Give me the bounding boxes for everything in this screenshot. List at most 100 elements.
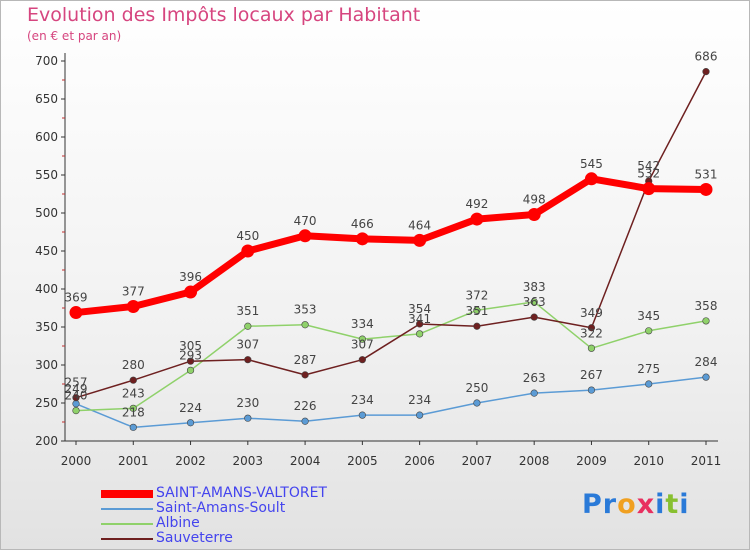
data-point [241, 244, 255, 258]
data-label: 498 [523, 193, 546, 207]
logo-letter: r [602, 489, 618, 520]
legend-label: Saint-Amans-Soult [156, 500, 286, 516]
data-label: 351 [236, 304, 259, 318]
data-label: 466 [351, 217, 374, 231]
data-point [244, 322, 252, 330]
data-point [129, 423, 137, 431]
legend-swatch [101, 523, 153, 525]
data-point [470, 212, 484, 226]
data-point [473, 322, 481, 330]
data-label: 267 [580, 368, 603, 382]
series-line [75, 376, 707, 429]
data-label: 249 [65, 382, 88, 396]
x-tick-label: 2007 [462, 454, 493, 468]
logo-letter: t [665, 489, 680, 520]
data-label: 226 [294, 399, 317, 413]
data-point [416, 411, 424, 419]
data-label: 280 [122, 358, 145, 372]
y-tick-label: 600 [35, 130, 58, 144]
x-tick-label: 2010 [633, 454, 664, 468]
data-label: 686 [695, 50, 718, 64]
data-label: 354 [408, 302, 431, 316]
data-label: 345 [637, 309, 660, 323]
y-tick-label: 500 [35, 206, 58, 220]
data-label: 369 [65, 291, 88, 305]
data-label: 492 [465, 197, 488, 211]
x-tick-label: 2011 [691, 454, 722, 468]
data-label: 243 [122, 386, 145, 400]
data-point [645, 380, 653, 388]
data-point [413, 233, 427, 247]
data-point [355, 232, 369, 246]
data-point [645, 327, 653, 335]
chart-title: Evolution des Impôts locaux par Habitant [27, 4, 421, 26]
data-point [530, 298, 538, 306]
data-point [473, 306, 481, 314]
data-label: 334 [351, 317, 374, 331]
data-point [473, 399, 481, 407]
series-line [75, 175, 707, 317]
data-point [358, 356, 366, 364]
legend-label: Sauveterre [156, 530, 233, 546]
y-tick-label: 650 [35, 92, 58, 106]
data-label: 263 [523, 371, 546, 385]
data-label: 396 [179, 270, 202, 284]
data-label: 450 [236, 229, 259, 243]
data-label: 250 [465, 381, 488, 395]
data-label: 531 [695, 167, 718, 181]
data-label: 383 [523, 280, 546, 294]
data-point [416, 320, 424, 328]
chart-subtitle: (en € et par an) [27, 29, 122, 43]
data-point [587, 344, 596, 352]
data-point [301, 417, 309, 425]
data-point [186, 366, 195, 374]
series-line [75, 71, 707, 399]
x-tick-label: 2005 [347, 454, 378, 468]
data-point [530, 389, 538, 397]
data-point [358, 411, 366, 419]
data-label: 372 [465, 288, 488, 302]
data-label: 234 [351, 393, 374, 407]
data-label: 287 [294, 353, 317, 367]
x-tick-label: 2004 [290, 454, 321, 468]
proxiti-logo: Proxiti [582, 489, 690, 520]
data-label: 218 [122, 405, 145, 419]
data-point [587, 386, 596, 394]
legend-swatch [101, 490, 153, 498]
data-label: 464 [408, 218, 431, 232]
x-tick-label: 2008 [519, 454, 550, 468]
data-label: 293 [179, 348, 202, 362]
logo-letter: P [582, 489, 603, 520]
x-tick-label: 2006 [404, 454, 435, 468]
data-point [184, 285, 198, 299]
data-label: 358 [695, 299, 718, 313]
legend-label: Albine [156, 515, 200, 531]
y-tick-label: 200 [35, 434, 58, 448]
x-tick-label: 2000 [61, 454, 92, 468]
data-label: 349 [580, 306, 603, 320]
logo-letter: x [636, 489, 656, 520]
data-point [186, 419, 195, 427]
data-label: 224 [179, 401, 202, 415]
data-label: 240 [65, 389, 88, 403]
data-label: 230 [236, 396, 259, 410]
data-point [186, 357, 195, 365]
data-point [530, 313, 538, 321]
y-tick-label: 400 [35, 282, 58, 296]
data-label: 322 [580, 326, 603, 340]
y-tick-label: 250 [35, 396, 58, 410]
x-tick-label: 2001 [118, 454, 149, 468]
data-label: 351 [465, 304, 488, 318]
data-label: 275 [637, 362, 660, 376]
data-point [358, 335, 366, 343]
data-label: 532 [637, 167, 660, 181]
logo-letter: i [655, 489, 666, 520]
data-point [244, 356, 252, 364]
data-point [244, 414, 252, 422]
data-label: 363 [523, 295, 546, 309]
series-line [75, 301, 707, 412]
data-point [702, 68, 710, 76]
data-point [699, 182, 713, 196]
